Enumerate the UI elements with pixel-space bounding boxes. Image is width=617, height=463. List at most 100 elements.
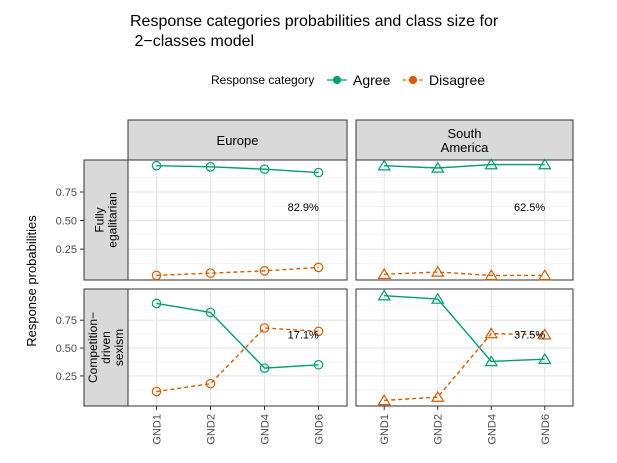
- class-size-label: 37.5%: [514, 330, 545, 342]
- panel-0-1: 62.5%: [355, 158, 574, 281]
- series-agree: [151, 160, 324, 178]
- y-axis-label: Response probabilities: [24, 215, 39, 347]
- legend-label-disagree: Disagree: [429, 72, 485, 88]
- x-tick-label: GND1: [151, 414, 163, 445]
- y-tick-label: 0.75: [56, 315, 77, 327]
- data-point-disagree-gnd1: [151, 270, 162, 281]
- series-disagree: [377, 265, 552, 281]
- row-strip-label: egalitarian: [106, 192, 120, 247]
- column-strip-bg: [355, 119, 574, 161]
- x-tick-label: GND4: [486, 414, 498, 445]
- panel-1-1: 37.5% GND1 GND2 GND4 GND6: [355, 288, 574, 445]
- x-tick-label: GND2: [433, 414, 445, 445]
- panel-border: [355, 159, 574, 281]
- chart-title-line-1: Response categories probabilities and cl…: [130, 13, 499, 30]
- data-point-disagree-gnd6: [538, 328, 552, 340]
- data-point-agree-gnd6: [313, 359, 324, 370]
- data-point-disagree-gnd2: [205, 268, 216, 278]
- data-point-disagree-gnd1: [151, 386, 162, 397]
- data-point-agree-gnd1: [377, 289, 391, 301]
- row-strip-label: Fully: [93, 207, 107, 232]
- data-point-disagree-gnd6: [538, 269, 552, 281]
- panel-1-0: 17.1% 0.25 0.50 0.75 GND1 GND2 GND4 GND6: [56, 288, 348, 445]
- data-point-disagree-gnd6: [313, 326, 324, 337]
- class-size-label: 17.1%: [288, 330, 319, 342]
- y-tick-label: 0.50: [56, 343, 77, 355]
- series-agree: [377, 289, 552, 367]
- legend-label-agree: Agree: [353, 72, 391, 88]
- column-strip-label: Europe: [217, 133, 259, 148]
- y-tick-label: 0.50: [56, 216, 77, 228]
- x-tick-label: GND4: [260, 414, 272, 445]
- data-point-agree-gnd1: [151, 160, 162, 171]
- series-line-disagree: [384, 271, 545, 277]
- legend-item-agree: Agree: [327, 72, 391, 88]
- series-disagree: [151, 262, 324, 281]
- series-line-agree: [384, 163, 545, 169]
- data-point-disagree-gnd4: [259, 266, 270, 276]
- data-point-agree-gnd6: [538, 158, 552, 170]
- column-strip-label: America: [441, 140, 489, 155]
- data-point-agree-gnd4: [484, 355, 499, 367]
- data-point-disagree-gnd2: [430, 265, 445, 277]
- data-point-disagree-gnd2: [430, 390, 445, 402]
- legend: Response category Agree Disagree: [211, 72, 485, 88]
- x-tick-label: GND1: [379, 414, 391, 445]
- panel-border: [355, 288, 574, 407]
- panel-bg: [128, 160, 347, 280]
- data-point-agree-gnd2: [430, 292, 445, 304]
- data-point-disagree-gnd4: [484, 269, 499, 281]
- series-line-disagree: [156, 266, 319, 277]
- series-line-disagree: [156, 327, 319, 393]
- data-point-agree-gnd2: [205, 307, 216, 318]
- panel-border: [127, 159, 348, 281]
- x-tick-label: GND2: [205, 414, 217, 445]
- legend-title: Response category: [211, 73, 314, 87]
- panel-bg: [356, 289, 573, 406]
- data-point-agree-gnd4: [259, 363, 270, 373]
- row-strip-label: Competition−: [86, 312, 100, 383]
- row-strip-label: driven: [99, 331, 113, 364]
- row-strip-label-group: Competition− driven sexism: [86, 312, 126, 383]
- legend-key-point: [332, 75, 342, 85]
- row-strip-1: Competition− driven sexism: [83, 288, 129, 407]
- data-point-disagree-gnd1: [377, 394, 391, 406]
- y-tick-label: 0.75: [56, 187, 77, 199]
- data-point-agree-gnd4: [259, 164, 270, 174]
- data-point-agree-gnd2: [205, 162, 216, 172]
- x-tick-label: GND6: [314, 414, 326, 445]
- row-strip-label-group: Fully egalitarian: [93, 192, 120, 247]
- panel-bg: [128, 289, 347, 406]
- y-tick-label: 0.25: [56, 371, 77, 383]
- series-disagree: [151, 323, 324, 397]
- series-agree: [377, 158, 552, 173]
- panel-0-0: 82.9% 0.25 0.50 0.75: [56, 159, 348, 281]
- data-point-disagree-gnd2: [205, 378, 216, 389]
- series-line-disagree: [384, 332, 545, 402]
- row-strip-label: sexism: [112, 329, 126, 366]
- series-line-agree: [156, 165, 319, 174]
- data-point-agree-gnd2: [430, 161, 445, 173]
- x-tick-label: GND6: [540, 414, 552, 445]
- legend-key-point: [408, 75, 418, 85]
- data-point-agree-gnd1: [377, 159, 391, 171]
- series-line-agree: [156, 302, 319, 369]
- data-point-agree-gnd6: [538, 352, 552, 364]
- panel-border: [127, 288, 348, 407]
- column-strip-0: Europe: [127, 119, 348, 161]
- panel-bg: [356, 160, 573, 280]
- chart-title-line-2: 2−classes model: [130, 33, 254, 50]
- data-point-disagree-gnd1: [377, 267, 391, 280]
- data-point-agree-gnd4: [484, 158, 499, 170]
- y-tick-label: 0.25: [56, 244, 77, 256]
- row-strip-0: Fully egalitarian: [83, 159, 129, 281]
- data-point-agree-gnd6: [313, 167, 324, 178]
- data-point-agree-gnd1: [151, 298, 162, 309]
- data-point-disagree-gnd6: [313, 262, 324, 273]
- series-disagree: [377, 327, 552, 406]
- data-point-disagree-gnd4: [259, 323, 270, 333]
